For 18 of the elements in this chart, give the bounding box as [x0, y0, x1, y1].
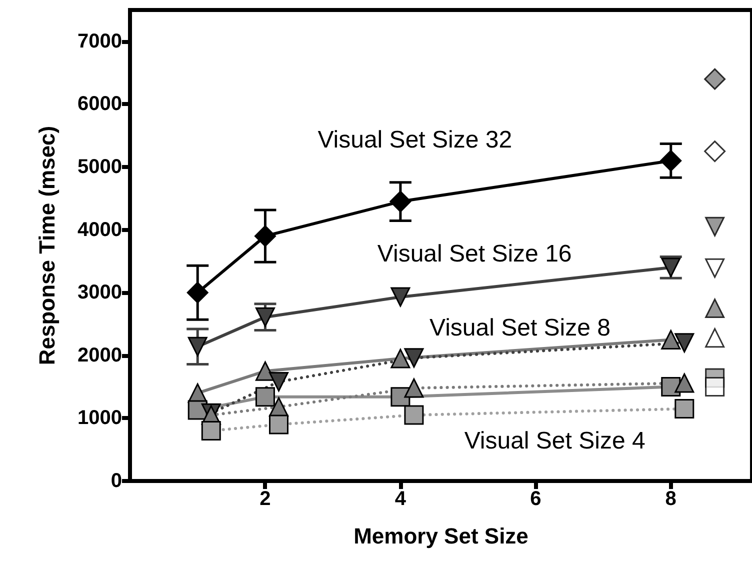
annotation: Visual Set Size 16 — [377, 240, 572, 268]
annotation: Visual Set Size 32 — [318, 126, 512, 154]
y-tick-label: 1000 — [78, 407, 122, 430]
annotation: Visual Set Size 8 — [429, 314, 610, 342]
annotation: Visual Set Size 4 — [464, 427, 646, 454]
x-tick-label: 4 — [394, 488, 407, 510]
x-tick-label: 6 — [530, 488, 542, 510]
x-tick-label: 2 — [260, 488, 271, 510]
y-axis-title: Response Time (msec) — [34, 126, 60, 366]
x-axis-title: Memory Set Size — [354, 524, 528, 548]
y-tick-label: 3000 — [78, 282, 122, 304]
y-tick-label: 6000 — [78, 93, 122, 116]
x-tick-label: 8 — [665, 488, 676, 510]
y-tick-label: 2000 — [78, 344, 122, 366]
y-tick-label: 5000 — [78, 156, 122, 178]
y-tick-label: 0 — [110, 470, 122, 492]
y-tick-label: 7000 — [78, 30, 122, 52]
y-tick-label: 4000 — [78, 218, 122, 241]
